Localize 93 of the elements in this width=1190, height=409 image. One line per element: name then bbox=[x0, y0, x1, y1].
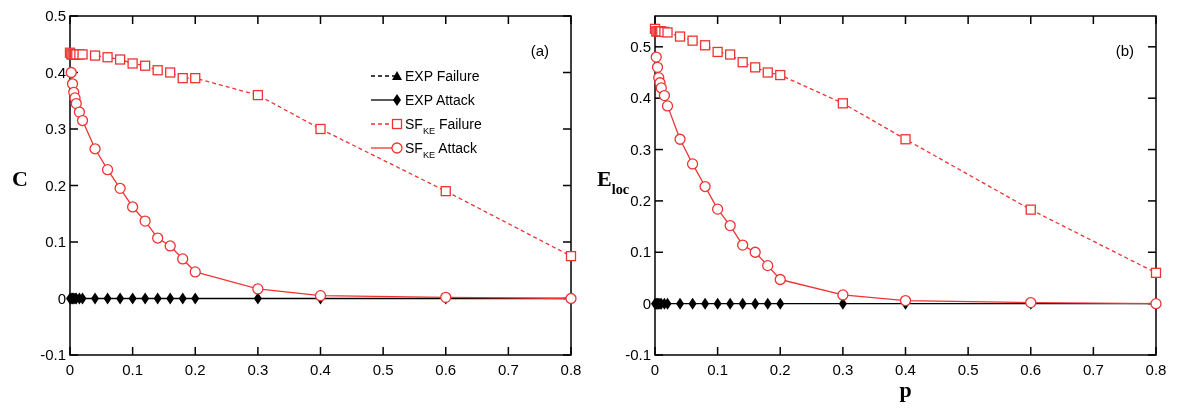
y-tick-label: 0.4 bbox=[45, 63, 66, 81]
point bbox=[711, 203, 724, 215]
point bbox=[127, 58, 138, 69]
x-tick-label: 0.7 bbox=[1082, 361, 1104, 378]
point bbox=[65, 66, 77, 79]
point bbox=[661, 100, 674, 112]
point bbox=[725, 49, 736, 60]
x-tick-label: 0.8 bbox=[560, 361, 582, 378]
point bbox=[164, 240, 176, 252]
point bbox=[686, 158, 699, 170]
y-tick-label: 0.4 bbox=[630, 89, 651, 107]
y-tick-label: 0.2 bbox=[630, 191, 651, 209]
point bbox=[565, 250, 577, 262]
point bbox=[737, 239, 749, 251]
point bbox=[650, 51, 662, 63]
point bbox=[674, 31, 686, 42]
legend-label: SF$_{KE}$ Attack bbox=[405, 140, 479, 160]
x-tick-label: 0.1 bbox=[122, 361, 144, 378]
x-tick-label: 0.2 bbox=[184, 361, 206, 378]
x-tick-label: 0.5 bbox=[372, 361, 394, 378]
point bbox=[737, 57, 748, 68]
point bbox=[152, 232, 164, 244]
point bbox=[712, 46, 723, 58]
x-tick-label: 0.7 bbox=[497, 361, 519, 378]
y-tick-label: 0.3 bbox=[630, 140, 651, 158]
point bbox=[750, 62, 761, 73]
x-tick-label: 0.6 bbox=[1020, 361, 1042, 378]
point bbox=[651, 61, 664, 74]
point bbox=[674, 133, 686, 145]
point bbox=[189, 266, 201, 278]
legend-label: SF$_{KE}$ Failure bbox=[405, 116, 482, 136]
point bbox=[749, 246, 761, 258]
x-tick-label: 0.8 bbox=[1145, 361, 1167, 378]
point bbox=[70, 97, 82, 110]
point bbox=[724, 219, 736, 232]
point bbox=[252, 89, 264, 101]
point bbox=[252, 283, 264, 295]
x-tick-label: 0.6 bbox=[435, 361, 457, 378]
point bbox=[190, 73, 201, 84]
point bbox=[699, 40, 711, 51]
x-tick-label: 0.2 bbox=[769, 361, 791, 378]
y-tick-label: -0.1 bbox=[40, 346, 66, 363]
point bbox=[73, 106, 86, 118]
point bbox=[762, 67, 773, 78]
point bbox=[774, 273, 786, 286]
y-tick-label: 0.1 bbox=[630, 243, 651, 261]
point bbox=[114, 54, 126, 65]
point bbox=[440, 186, 451, 197]
legend-label: EXP Failure bbox=[405, 68, 480, 84]
x-tick-label: 0.4 bbox=[895, 361, 916, 378]
point bbox=[177, 73, 188, 84]
point bbox=[1025, 204, 1036, 215]
legend-label: EXP Attack bbox=[405, 92, 476, 108]
point bbox=[837, 289, 849, 301]
point bbox=[89, 143, 101, 155]
point bbox=[126, 201, 139, 213]
x-tick-label: 0.1 bbox=[707, 361, 729, 378]
point bbox=[165, 67, 176, 78]
annotation: (b) bbox=[1115, 42, 1134, 59]
point bbox=[101, 164, 114, 176]
y-tick-label: 0.2 bbox=[45, 176, 66, 194]
x-tick-label: 0.3 bbox=[832, 361, 854, 378]
x-tick-label: 0.4 bbox=[310, 361, 331, 378]
point bbox=[315, 123, 326, 135]
y-axis-title: C bbox=[12, 165, 28, 191]
point bbox=[699, 180, 711, 193]
y-axis-title: E$_{loc}$ bbox=[597, 165, 630, 197]
y-tick-label: 0.3 bbox=[45, 120, 66, 137]
point bbox=[658, 89, 671, 102]
x-tick-label: 0.5 bbox=[957, 361, 979, 378]
point bbox=[837, 98, 849, 109]
y-tick-label: 0 bbox=[57, 289, 66, 307]
point bbox=[76, 114, 89, 127]
point bbox=[762, 259, 774, 272]
point bbox=[775, 69, 786, 81]
point bbox=[152, 65, 163, 76]
y-tick-label: -0.1 bbox=[625, 346, 651, 363]
y-tick-label: 0.5 bbox=[45, 7, 66, 24]
point bbox=[114, 182, 126, 194]
x-axis-title: p bbox=[899, 377, 912, 402]
point bbox=[687, 35, 698, 46]
point bbox=[177, 253, 189, 265]
y-tick-label: 0 bbox=[642, 294, 651, 312]
point bbox=[89, 50, 101, 61]
point bbox=[139, 215, 151, 227]
point bbox=[102, 52, 113, 63]
y-tick-label: 0.1 bbox=[45, 233, 66, 250]
point bbox=[1150, 267, 1162, 278]
x-tick-label: 0.3 bbox=[247, 361, 269, 378]
y-tick-label: 0.5 bbox=[630, 37, 651, 55]
annotation: (a) bbox=[530, 42, 549, 59]
point bbox=[140, 60, 151, 71]
point bbox=[900, 134, 911, 145]
